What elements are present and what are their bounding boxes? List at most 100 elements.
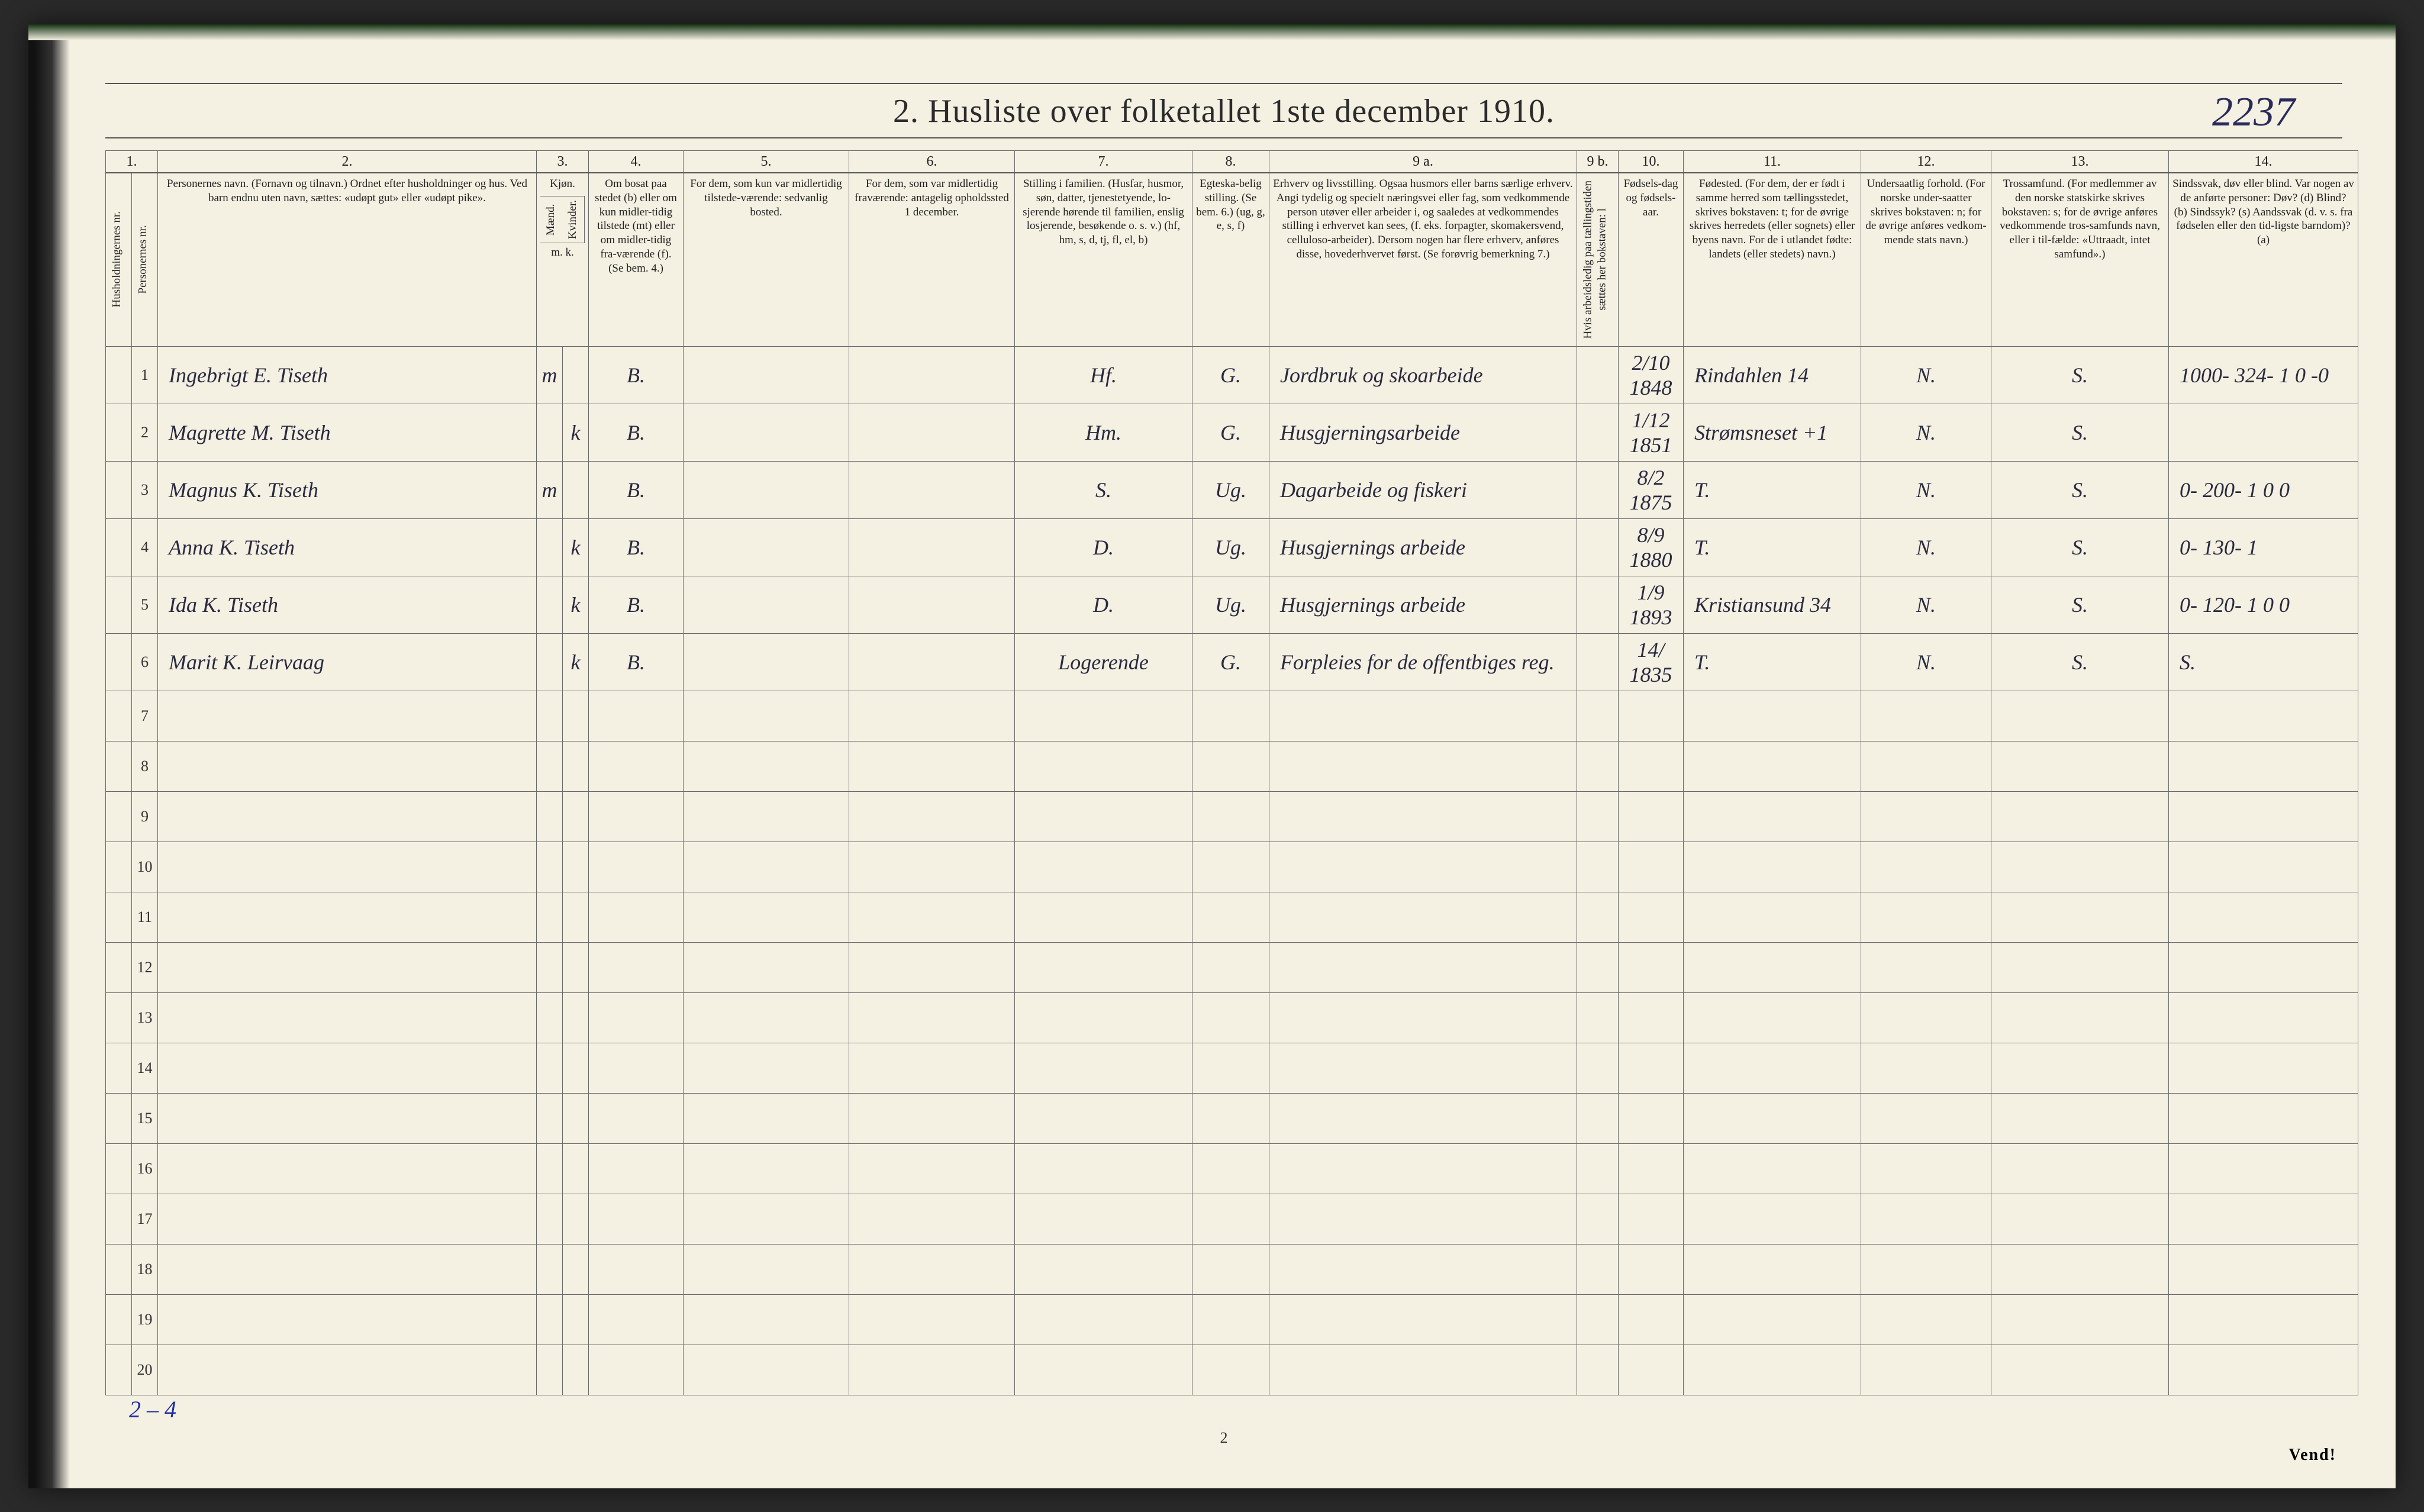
- hdr-citizenship: Undersaatlig forhold. (For norske under-…: [1861, 173, 1991, 347]
- cell-fam: [1015, 1094, 1192, 1144]
- cell-m: [537, 943, 563, 993]
- table-row: 9: [106, 792, 2358, 842]
- cell-fam: Logerende: [1015, 634, 1192, 691]
- cell-res: [589, 1094, 684, 1144]
- cell-c6: [849, 1245, 1015, 1295]
- cell-m: m: [537, 347, 563, 404]
- cell-l: [1577, 892, 1619, 943]
- cell-c6: [849, 1094, 1015, 1144]
- cell-us: [1861, 1194, 1991, 1245]
- cell-fsted: T.: [1684, 634, 1861, 691]
- cell-erhv: [1269, 1043, 1577, 1094]
- cell-eg: [1192, 1245, 1269, 1295]
- cell-hh: [106, 993, 132, 1043]
- hdr-temp-absent: For dem, som var midlertidig fraværende:…: [849, 173, 1015, 347]
- cell-res: B.: [589, 462, 684, 519]
- cell-m: [537, 691, 563, 742]
- cell-us: [1861, 1245, 1991, 1295]
- cell-c6: [849, 792, 1015, 842]
- cell-c5: [684, 347, 849, 404]
- cell-res: [589, 742, 684, 792]
- cell-us: N.: [1861, 519, 1991, 576]
- table-row: 15: [106, 1094, 2358, 1144]
- cell-c6: [849, 1144, 1015, 1194]
- cell-res: [589, 1144, 684, 1194]
- cell-hh: [106, 792, 132, 842]
- cell-c14: [2169, 691, 2358, 742]
- cell-dob: [1619, 1295, 1684, 1345]
- hdr-sex-label: Kjøn.: [540, 177, 585, 191]
- table-row: 7: [106, 691, 2358, 742]
- cell-k: k: [563, 576, 589, 634]
- cell-fsted: Kristiansund 34: [1684, 576, 1861, 634]
- cell-k: [563, 1345, 589, 1395]
- cell-k: [563, 1194, 589, 1245]
- cell-fam: D.: [1015, 576, 1192, 634]
- census-table: 1. 2. 3. 4. 5. 6. 7. 8. 9 a. 9 b. 10. 11…: [105, 150, 2358, 1395]
- cell-us: [1861, 1043, 1991, 1094]
- cell-hh: [106, 1345, 132, 1395]
- cell-c6: [849, 691, 1015, 742]
- cell-hh: [106, 462, 132, 519]
- cell-c14: [2169, 1194, 2358, 1245]
- colnum: 12.: [1861, 151, 1991, 173]
- cell-c14: [2169, 892, 2358, 943]
- cell-hh: [106, 634, 132, 691]
- cell-fsted: [1684, 1345, 1861, 1395]
- cell-fsted: [1684, 742, 1861, 792]
- cell-c5: [684, 1144, 849, 1194]
- cell-hh: [106, 892, 132, 943]
- cell-hh: [106, 1194, 132, 1245]
- colnum: 8.: [1192, 151, 1269, 173]
- cell-n: 6: [132, 634, 158, 691]
- cell-us: N.: [1861, 634, 1991, 691]
- cell-tro: [1991, 1043, 2169, 1094]
- cell-c14: [2169, 404, 2358, 462]
- cell-fam: [1015, 1245, 1192, 1295]
- cell-n: 14: [132, 1043, 158, 1094]
- cell-fsted: [1684, 1144, 1861, 1194]
- cell-us: [1861, 943, 1991, 993]
- table-body: 1Ingebrigt E. TisethmB.Hf.G.Jordbruk og …: [106, 347, 2358, 1395]
- cell-c6: [849, 576, 1015, 634]
- hdr-household-no: Husholdningernes nr.: [106, 173, 132, 347]
- table-row: 12: [106, 943, 2358, 993]
- colnum: 4.: [589, 151, 684, 173]
- cell-n: 20: [132, 1345, 158, 1395]
- cell-fsted: [1684, 842, 1861, 892]
- cell-n: 3: [132, 462, 158, 519]
- hdr-name: Personernes navn. (Fornavn og tilnavn.) …: [158, 173, 537, 347]
- cell-l: [1577, 842, 1619, 892]
- cell-dob: 8/9 1880: [1619, 519, 1684, 576]
- table-row: 5Ida K. TisethkB.D.Ug.Husgjernings arbei…: [106, 576, 2358, 634]
- top-shadow: [28, 24, 2396, 40]
- cell-m: m: [537, 462, 563, 519]
- cell-dob: [1619, 993, 1684, 1043]
- cell-tro: [1991, 892, 2169, 943]
- table-row: 19: [106, 1295, 2358, 1345]
- cell-res: [589, 1295, 684, 1345]
- cell-hh: [106, 347, 132, 404]
- cell-dob: 2/10 1848: [1619, 347, 1684, 404]
- cell-tro: [1991, 1094, 2169, 1144]
- hdr-disability: Sindssvak, døv eller blind. Var nogen av…: [2169, 173, 2358, 347]
- cell-n: 5: [132, 576, 158, 634]
- binding-shadow: [28, 24, 70, 1488]
- cell-m: [537, 742, 563, 792]
- cell-c5: [684, 404, 849, 462]
- cell-res: B.: [589, 519, 684, 576]
- cell-l: [1577, 347, 1619, 404]
- cell-tro: S.: [1991, 462, 2169, 519]
- cell-c5: [684, 519, 849, 576]
- cell-m: [537, 1043, 563, 1094]
- cell-m: [537, 1194, 563, 1245]
- cell-m: [537, 993, 563, 1043]
- cell-eg: [1192, 1194, 1269, 1245]
- cell-n: 4: [132, 519, 158, 576]
- cell-c6: [849, 993, 1015, 1043]
- cell-dob: 14/ 1835: [1619, 634, 1684, 691]
- cell-m: [537, 1345, 563, 1395]
- cell-res: B.: [589, 404, 684, 462]
- hdr-female: Kvinder.: [562, 196, 585, 243]
- cell-c6: [849, 347, 1015, 404]
